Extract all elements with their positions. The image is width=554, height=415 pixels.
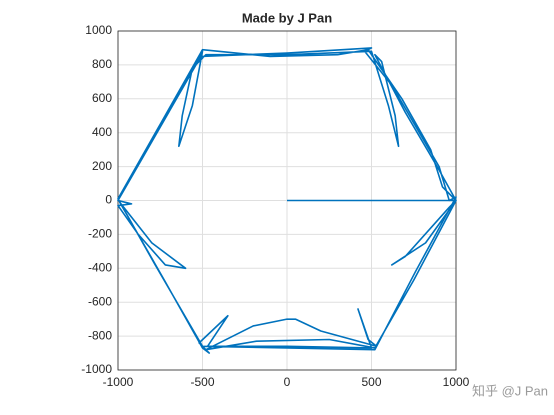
x-tick-label: -1000 bbox=[103, 375, 134, 389]
y-tick-label: -600 bbox=[88, 294, 112, 308]
y-tick-label: -200 bbox=[88, 227, 112, 241]
x-tick-label: 500 bbox=[361, 375, 381, 389]
x-tick-label: 0 bbox=[284, 375, 291, 389]
x-tick-label: 1000 bbox=[443, 375, 470, 389]
y-tick-label: 1000 bbox=[85, 23, 112, 37]
chart-title: Made by J Pan bbox=[242, 10, 332, 25]
watermark: 知乎 @J Pan bbox=[472, 383, 548, 398]
y-tick-label: 600 bbox=[92, 91, 112, 105]
y-tick-label: -400 bbox=[88, 260, 112, 274]
y-tick-label: -1000 bbox=[81, 362, 112, 376]
trajectory-line bbox=[117, 47, 457, 354]
y-tick-label: -800 bbox=[88, 328, 112, 342]
y-tick-label: 800 bbox=[92, 57, 112, 71]
x-tick-label: -500 bbox=[190, 375, 214, 389]
y-tick-label: 400 bbox=[92, 125, 112, 139]
y-tick-label: 200 bbox=[92, 159, 112, 173]
y-tick-label: 0 bbox=[105, 193, 112, 207]
